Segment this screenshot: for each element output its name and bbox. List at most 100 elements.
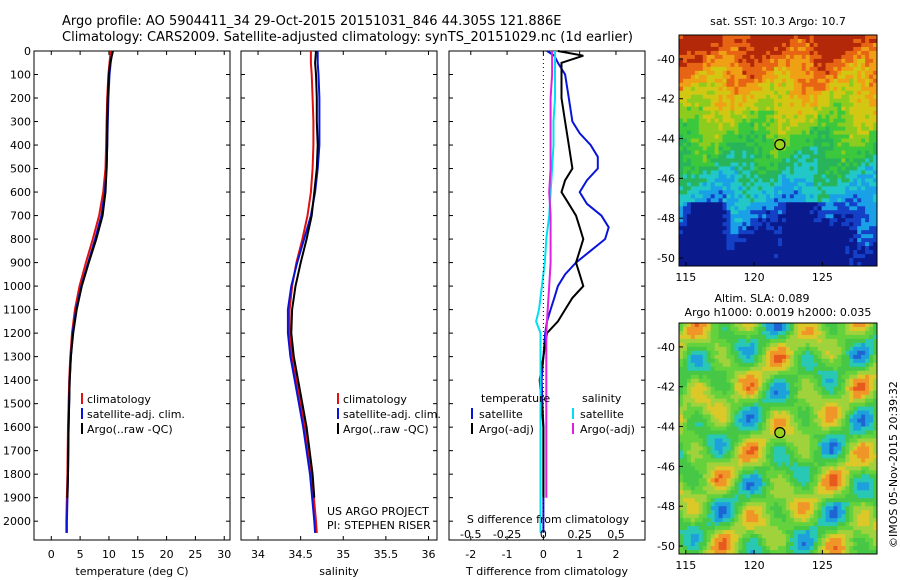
map-cell: [706, 418, 712, 423]
map-cell: [809, 330, 815, 336]
map-cell: [754, 178, 759, 183]
map-cell: [801, 202, 807, 207]
map-cell: [726, 466, 731, 471]
map-cell: [754, 94, 759, 100]
map-cell: [722, 138, 727, 143]
map-cell: [746, 410, 751, 415]
map-cell: [766, 394, 771, 400]
map-cell: [793, 206, 799, 211]
map-cell: [770, 242, 775, 247]
map-cell: [865, 54, 870, 60]
map-cell: [789, 82, 795, 88]
map-cell: [813, 166, 818, 171]
map-cell: [774, 398, 779, 404]
map-cell: [845, 234, 850, 239]
map-cell: [821, 442, 826, 447]
map-cell: [801, 446, 807, 451]
map-cell: [698, 190, 704, 195]
map-cell: [825, 106, 830, 112]
map-cell: [853, 86, 858, 92]
map-cell: [857, 450, 862, 455]
map-cell: [754, 158, 759, 163]
map-cell: [873, 50, 878, 56]
map-cell: [801, 342, 807, 348]
map-cell: [774, 106, 779, 112]
map-cell: [809, 202, 815, 207]
map-cell: [774, 222, 779, 227]
map-cell: [781, 90, 787, 96]
map-cell: [718, 254, 723, 259]
map-cell: [865, 406, 870, 412]
map-cell: [698, 58, 704, 64]
map-cell: [694, 110, 700, 116]
map-cell: [853, 122, 858, 127]
map-cell: [710, 426, 716, 431]
map-cell: [742, 178, 747, 183]
map-cell: [825, 398, 830, 404]
map-cell: [829, 98, 834, 104]
map-cell: [809, 426, 815, 431]
map-cell: [789, 174, 795, 179]
map-cell: [829, 406, 834, 412]
map-cell: [706, 330, 712, 336]
map-cell: [789, 170, 795, 175]
map-cell: [849, 118, 854, 124]
map-cell: [789, 370, 795, 376]
map-cell: [825, 362, 830, 368]
map-cell: [861, 70, 866, 76]
map-cell: [718, 54, 723, 60]
map-cell: [825, 46, 830, 52]
map-cell: [770, 218, 775, 223]
map-x-tick-label: 115: [675, 271, 696, 284]
map-cell: [679, 402, 684, 408]
map-cell: [742, 70, 747, 76]
map-cell: [694, 382, 700, 388]
map-cell: [758, 138, 763, 143]
map-cell: [865, 214, 870, 219]
map-cell: [750, 262, 755, 267]
map-cell: [738, 462, 743, 467]
map-cell: [869, 122, 874, 127]
map-cell: [726, 66, 731, 72]
map-cell: [738, 374, 743, 380]
map-cell: [849, 102, 854, 108]
map-cell: [694, 70, 700, 76]
map-cell: [682, 110, 688, 116]
map-cell: [809, 194, 815, 199]
map-cell: [833, 258, 838, 263]
map-cell: [778, 362, 783, 368]
map-cell: [781, 454, 787, 459]
map-cell: [809, 178, 815, 183]
map-cell: [829, 326, 834, 332]
map-cell: [774, 418, 779, 423]
map-cell: [873, 102, 878, 108]
map-cell: [837, 138, 842, 143]
map-cell: [758, 142, 763, 147]
map-cell: [793, 386, 799, 392]
map-cell: [746, 110, 751, 116]
map-cell: [682, 35, 688, 40]
map-cell: [702, 98, 708, 104]
map-cell: [797, 330, 803, 336]
map-cell: [833, 398, 838, 404]
map-cell: [873, 246, 878, 251]
map-cell: [774, 186, 779, 191]
map-cell: [873, 118, 878, 124]
map-cell: [730, 430, 735, 435]
map-cell: [778, 122, 783, 127]
map-cell: [861, 98, 866, 104]
map-cell: [781, 442, 787, 447]
map-cell: [730, 70, 735, 76]
map-cell: [690, 106, 696, 112]
depth-tick-label: 1400: [3, 374, 31, 387]
map-cell: [690, 250, 696, 255]
map-cell: [845, 174, 850, 179]
map-cell: [805, 198, 811, 203]
map-cell: [682, 94, 688, 100]
map-cell: [829, 142, 834, 147]
map-cell: [801, 382, 807, 388]
map-cell: [837, 54, 842, 60]
map-cell: [770, 346, 775, 352]
map-cell: [774, 62, 779, 68]
map-cell: [774, 323, 779, 328]
